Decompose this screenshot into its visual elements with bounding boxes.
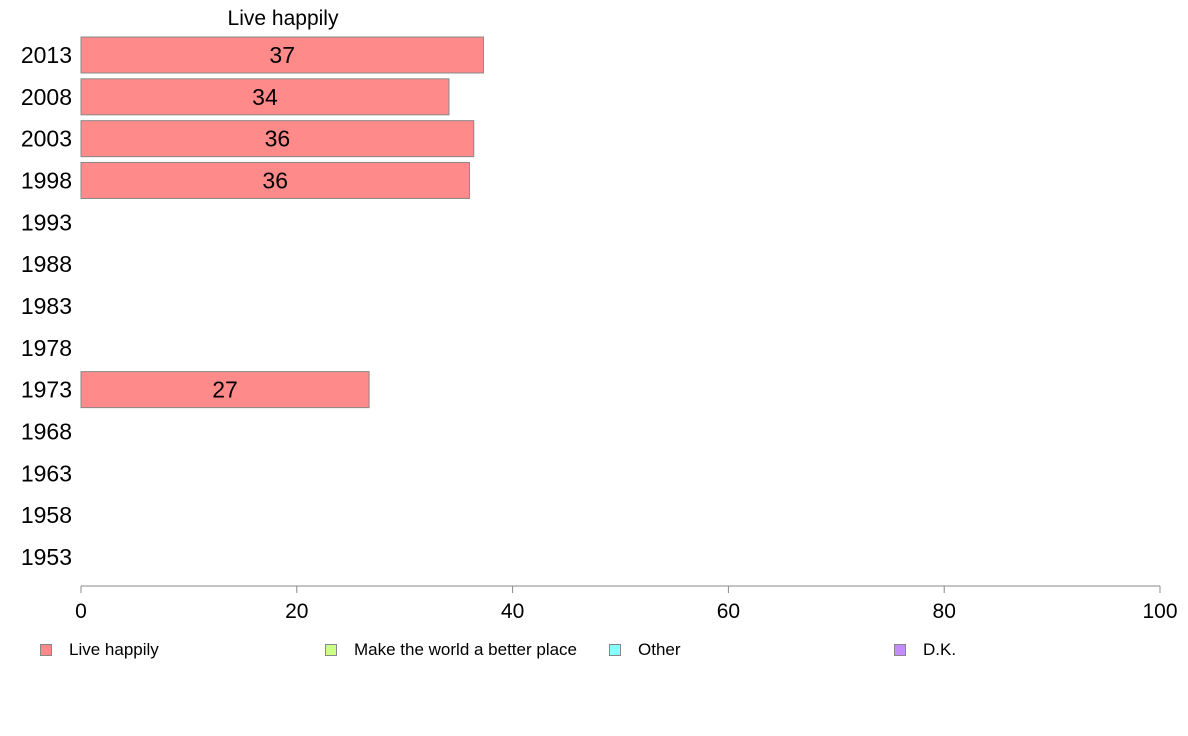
legend-item-better-place: Make the world a better place bbox=[325, 640, 577, 660]
bar bbox=[80, 120, 475, 158]
legend-swatch bbox=[40, 644, 52, 656]
y-axis-labels: 2013 2008 2003 1998 1993 1988 1983 1978 1973 1968… bbox=[21, 42, 72, 570]
y-tick-label: 2003 bbox=[21, 126, 72, 152]
x-tick-label: 20 bbox=[285, 600, 308, 623]
bar-value-label: 34 bbox=[252, 84, 278, 110]
y-tick-label: 1993 bbox=[21, 209, 72, 235]
x-tick-label: 40 bbox=[501, 600, 524, 623]
x-axis: 0 20 40 60 80 100 bbox=[75, 585, 1178, 623]
x-tick-label: 60 bbox=[717, 600, 740, 623]
x-tick-label: 80 bbox=[933, 600, 956, 623]
legend-item-live-happily: Live happily bbox=[40, 640, 159, 660]
y-tick-label: 1968 bbox=[21, 418, 72, 444]
y-tick-label: 1953 bbox=[21, 544, 72, 570]
legend: Live happily Make the world a better pla… bbox=[0, 640, 1188, 662]
bar bbox=[80, 161, 470, 199]
legend-item-dk: D.K. bbox=[894, 640, 956, 660]
y-tick-label: 1958 bbox=[21, 502, 72, 528]
y-tick-label: 1998 bbox=[21, 167, 72, 193]
bar bbox=[80, 36, 484, 74]
bar bbox=[80, 371, 370, 409]
y-tick-label: 2013 bbox=[21, 42, 72, 68]
legend-label: Make the world a better place bbox=[354, 640, 578, 659]
chart-title: Live happily bbox=[228, 7, 339, 30]
x-tick-label: 0 bbox=[75, 600, 87, 623]
legend-swatch bbox=[325, 644, 337, 656]
y-tick-label: 1988 bbox=[21, 251, 72, 277]
bar-value-label: 36 bbox=[262, 167, 288, 193]
x-tick-label: 100 bbox=[1142, 600, 1177, 623]
y-tick-label: 2008 bbox=[21, 84, 72, 110]
legend-label: Live happily bbox=[69, 640, 159, 659]
y-tick-label: 1963 bbox=[21, 460, 72, 486]
y-tick-label: 1978 bbox=[21, 335, 72, 361]
bar-value-label: 27 bbox=[212, 377, 238, 403]
legend-swatch bbox=[609, 644, 621, 656]
legend-label: Other bbox=[638, 640, 681, 659]
bar bbox=[80, 78, 450, 116]
bars: 37 34 36 36 27 bbox=[80, 36, 484, 409]
bar-value-label: 37 bbox=[269, 42, 295, 68]
y-tick-label: 1973 bbox=[21, 377, 72, 403]
legend-label: D.K. bbox=[923, 640, 957, 659]
bar-value-label: 36 bbox=[265, 126, 291, 152]
legend-item-other: Other bbox=[609, 640, 681, 660]
legend-swatch bbox=[894, 644, 906, 656]
y-tick-label: 1983 bbox=[21, 293, 72, 319]
bar-chart: Live happily 2013 2008 2003 1998 1993 1988 198… bbox=[21, 7, 1178, 623]
